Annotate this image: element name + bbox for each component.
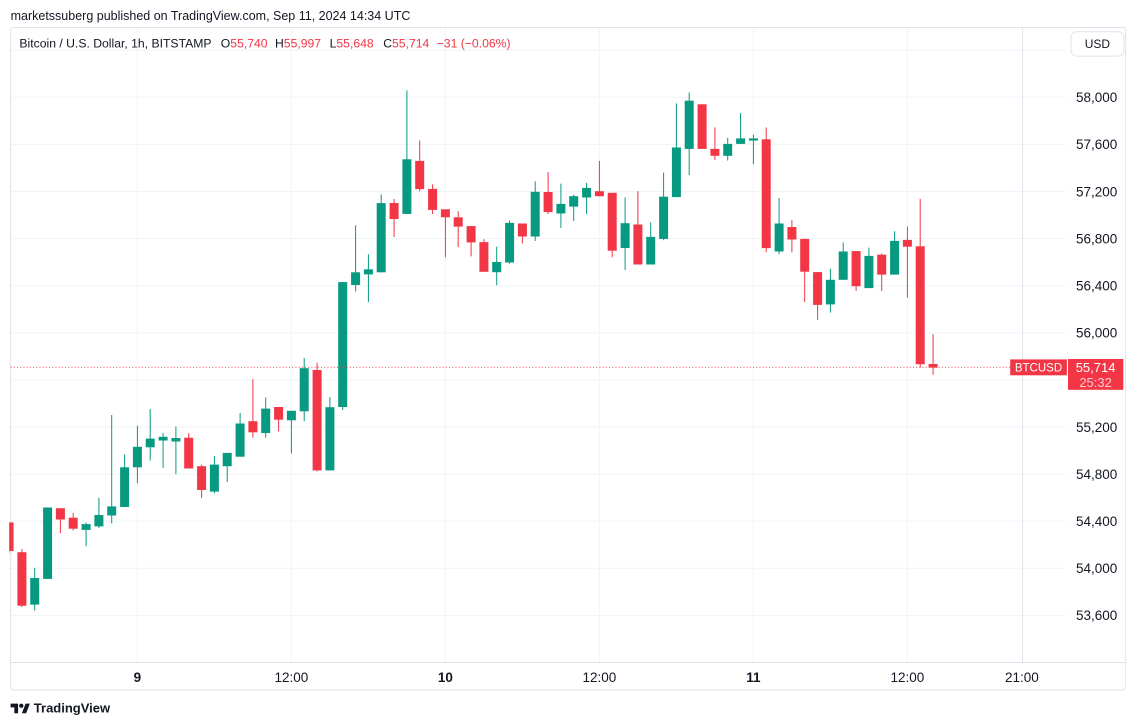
svg-text:12:00: 12:00: [891, 670, 925, 685]
svg-text:BTCUSD: BTCUSD: [1015, 363, 1062, 375]
svg-text:marketssuberg published on Tra: marketssuberg published on TradingView.c…: [11, 9, 411, 23]
svg-text:56,000: 56,000: [1076, 326, 1117, 341]
svg-text:11: 11: [746, 670, 761, 685]
svg-text:56,400: 56,400: [1076, 279, 1117, 294]
svg-text:21:00: 21:00: [1005, 670, 1039, 685]
svg-text:9: 9: [134, 670, 142, 685]
svg-text:10: 10: [438, 670, 453, 685]
svg-text:57,200: 57,200: [1076, 184, 1117, 199]
svg-text:53,600: 53,600: [1076, 608, 1117, 623]
svg-text:TradingView: TradingView: [34, 701, 111, 716]
svg-text:USD: USD: [1085, 37, 1111, 51]
svg-text:12:00: 12:00: [583, 670, 617, 685]
svg-text:55,200: 55,200: [1076, 420, 1117, 435]
svg-text:56,800: 56,800: [1076, 231, 1117, 246]
svg-text:12:00: 12:00: [275, 670, 309, 685]
svg-text:25:32: 25:32: [1079, 375, 1112, 390]
svg-text:58,000: 58,000: [1076, 90, 1117, 105]
svg-text:55,714: 55,714: [1076, 360, 1116, 375]
svg-text:54,000: 54,000: [1076, 561, 1117, 576]
svg-text:54,800: 54,800: [1076, 467, 1117, 482]
svg-text:57,600: 57,600: [1076, 137, 1117, 152]
svg-text:Bitcoin / U.S. Dollar, 1h, BIT: Bitcoin / U.S. Dollar, 1h, BITSTAMP O55,7…: [19, 36, 510, 50]
svg-text:54,400: 54,400: [1076, 514, 1117, 529]
